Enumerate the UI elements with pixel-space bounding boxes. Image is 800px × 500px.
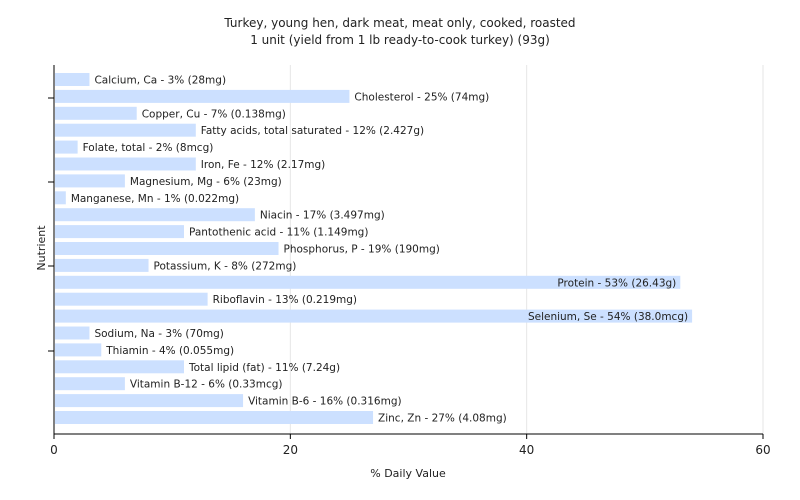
x-axis-label: % Daily Value <box>370 467 446 480</box>
bar-label: Iron, Fe - 12% (2.17mg) <box>201 159 325 171</box>
bar <box>55 106 137 120</box>
bars: Calcium, Ca - 3% (28mg) Cholesterol - 25%… <box>55 73 693 425</box>
bar <box>55 258 149 272</box>
bar-label: Fatty acids, total saturated - 12% (2.42… <box>201 125 424 137</box>
bar <box>55 89 350 103</box>
bar <box>55 174 125 188</box>
bar <box>55 157 196 171</box>
chart-title: Turkey, young hen, dark meat, meat only,… <box>223 16 575 30</box>
x-tick-label: 0 <box>50 443 58 457</box>
bar-label: Vitamin B-12 - 6% (0.33mcg) <box>130 379 283 391</box>
x-tick-label: 20 <box>283 443 298 457</box>
bar-label: Magnesium, Mg - 6% (23mg) <box>130 176 282 188</box>
bar <box>55 73 90 86</box>
bar <box>55 191 66 205</box>
y-axis-label: Nutrient <box>35 225 48 271</box>
axes <box>48 65 763 435</box>
x-ticks: 0 20 40 60 <box>50 434 771 457</box>
bar <box>55 377 125 391</box>
bar <box>55 123 196 137</box>
bar-label: Zinc, Zn - 27% (4.08mg) <box>378 413 507 425</box>
bar-label: Pantothenic acid - 11% (1.149mg) <box>189 227 368 239</box>
bar-label: Total lipid (fat) - 11% (7.24g) <box>188 362 340 374</box>
bar-label: Protein - 53% (26.43g) <box>557 277 676 289</box>
bar-label: Potassium, K - 8% (272mg) <box>154 260 297 272</box>
bar <box>55 140 78 154</box>
bar <box>55 242 279 255</box>
x-tick-label: 60 <box>755 443 770 457</box>
bar <box>55 394 244 408</box>
bar <box>55 411 374 424</box>
bar-label: Manganese, Mn - 1% (0.022mg) <box>71 193 239 205</box>
bar <box>55 309 693 323</box>
chart-subtitle: 1 unit (yield from 1 lb ready-to-cook tu… <box>250 33 550 47</box>
x-tick-label: 40 <box>519 443 534 457</box>
bar-label: Riboflavin - 13% (0.219mg) <box>213 294 357 306</box>
bar-label: Phosphorus, P - 19% (190mg) <box>284 244 440 256</box>
bar-label: Cholesterol - 25% (74mg) <box>354 91 489 103</box>
bar <box>55 292 208 306</box>
bar <box>55 326 90 340</box>
bar-label: Thiamin - 4% (0.055mg) <box>105 345 234 357</box>
bar-label: Calcium, Ca - 3% (28mg) <box>94 75 226 87</box>
bar-label: Vitamin B-6 - 16% (0.316mg) <box>248 396 402 408</box>
grid-lines <box>289 65 764 434</box>
bar-label: Sodium, Na - 3% (70mg) <box>94 328 223 340</box>
bar-label: Selenium, Se - 54% (38.0mcg) <box>528 311 688 323</box>
bar-label: Copper, Cu - 7% (0.138mg) <box>142 108 286 120</box>
bar <box>55 225 184 239</box>
bar <box>55 275 681 289</box>
bar <box>55 208 255 222</box>
bar-label: Niacin - 17% (3.497mg) <box>260 210 385 222</box>
bar <box>55 343 102 357</box>
bar <box>55 360 184 374</box>
bar-label: Folate, total - 2% (8mcg) <box>83 142 214 154</box>
